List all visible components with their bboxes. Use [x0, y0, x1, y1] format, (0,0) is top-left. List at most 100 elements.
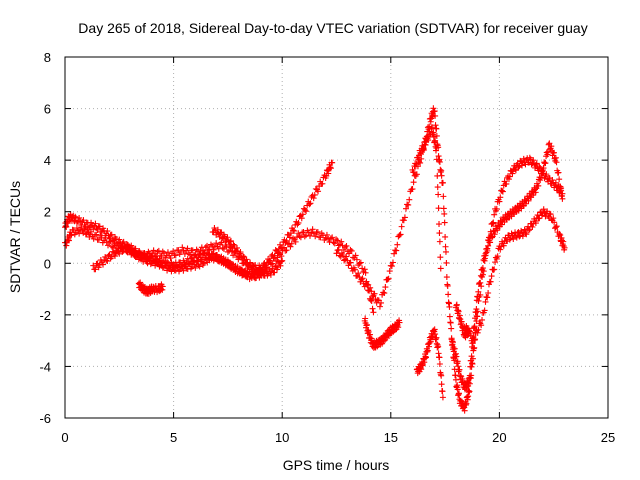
data-point	[443, 274, 450, 281]
data-series	[135, 279, 166, 297]
data-point	[130, 247, 137, 254]
data-point	[493, 205, 500, 212]
data-point	[489, 234, 496, 241]
data-point	[219, 244, 226, 251]
data-point	[330, 239, 337, 246]
data-point	[240, 253, 247, 260]
data-point	[266, 257, 273, 264]
data-point	[278, 258, 285, 265]
data-point	[280, 244, 287, 251]
data-series	[209, 225, 286, 279]
data-point	[158, 253, 165, 260]
data-point	[543, 171, 550, 178]
data-point	[120, 238, 127, 245]
data-point	[240, 272, 247, 279]
data-point	[538, 212, 545, 219]
data-marks	[62, 105, 568, 414]
data-point	[274, 254, 281, 261]
data-point	[76, 230, 83, 237]
data-point	[363, 281, 370, 288]
data-point	[62, 239, 69, 246]
data-point	[368, 288, 375, 295]
data-point	[201, 249, 208, 256]
data-point	[522, 229, 529, 236]
data-point	[442, 233, 449, 240]
data-point	[100, 261, 107, 268]
data-point	[138, 251, 145, 258]
data-point	[370, 309, 377, 316]
data-point	[196, 263, 203, 270]
data-point	[283, 237, 290, 244]
data-point	[378, 299, 385, 306]
data-point	[552, 154, 559, 161]
data-point	[169, 264, 176, 271]
data-point	[433, 132, 440, 139]
data-point	[436, 238, 443, 245]
data-point	[485, 242, 492, 249]
data-point	[149, 256, 156, 263]
data-point	[438, 381, 445, 388]
data-point	[311, 191, 318, 198]
data-point	[510, 236, 517, 243]
data-point	[260, 267, 267, 274]
data-series	[90, 242, 270, 282]
data-point	[261, 260, 268, 267]
data-point	[430, 133, 437, 140]
data-point	[323, 231, 330, 238]
data-point	[277, 262, 284, 269]
data-point	[315, 188, 322, 195]
data-point	[552, 179, 559, 186]
data-point	[227, 237, 234, 244]
data-point	[237, 249, 244, 256]
data-point	[187, 251, 194, 258]
data-point	[141, 250, 148, 257]
data-point	[154, 256, 161, 263]
data-point	[513, 208, 520, 215]
data-point	[361, 266, 368, 273]
data-point	[227, 260, 234, 267]
data-point	[544, 208, 551, 215]
data-point	[301, 233, 308, 240]
data-point	[558, 185, 565, 192]
data-point	[396, 319, 403, 326]
data-point	[192, 264, 199, 271]
data-point	[329, 159, 336, 166]
data-point	[436, 221, 443, 228]
data-point	[475, 281, 482, 288]
y-tick-label: 6	[44, 102, 51, 117]
data-point	[547, 211, 554, 218]
data-point	[540, 165, 547, 172]
data-point	[403, 205, 410, 212]
data-point	[92, 266, 99, 273]
data-point	[433, 156, 440, 163]
data-point	[287, 243, 294, 250]
data-point	[432, 331, 439, 338]
data-point	[436, 360, 443, 367]
data-point	[224, 234, 231, 241]
data-point	[478, 322, 485, 329]
data-point	[494, 227, 501, 234]
data-point	[228, 265, 235, 272]
data-point	[386, 268, 393, 275]
data-point	[302, 206, 309, 213]
data-point	[92, 220, 99, 227]
data-point	[343, 253, 350, 260]
data-point	[536, 163, 543, 170]
data-point	[455, 308, 462, 315]
data-point	[86, 233, 93, 240]
data-point	[533, 160, 540, 167]
data-point	[206, 251, 213, 258]
data-point	[499, 187, 506, 194]
data-point	[561, 244, 568, 251]
data-point	[146, 250, 153, 257]
data-point	[512, 165, 519, 172]
data-point	[214, 226, 221, 233]
data-point	[558, 237, 565, 244]
data-point	[442, 248, 449, 255]
data-point	[418, 366, 425, 373]
data-point	[282, 247, 289, 254]
data-point	[213, 240, 220, 247]
data-point	[105, 242, 112, 249]
data-point	[216, 233, 223, 240]
data-point	[307, 200, 314, 207]
